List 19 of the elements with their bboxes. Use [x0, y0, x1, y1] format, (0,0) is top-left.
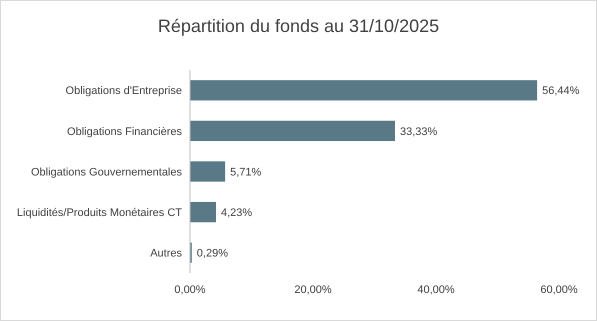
y-tick-label: Autres: [150, 248, 182, 260]
y-tick-label: Liquidités/Produits Monétaires CT: [16, 206, 182, 219]
x-tick-label: 60,00%: [540, 284, 578, 296]
data-label: 5,71%: [230, 166, 262, 178]
x-tick-label: 0,00%: [174, 284, 206, 296]
data-label: 56,44%: [542, 85, 580, 98]
x-tick-label: 40,00%: [417, 284, 455, 296]
bar: [190, 80, 538, 100]
bar: [190, 161, 226, 182]
y-tick-label: Obligations Financières: [67, 126, 182, 138]
data-label: 33,33%: [400, 126, 438, 138]
y-tick-label: Obligations d'Entreprise: [66, 85, 182, 98]
y-tick-label: Obligations Gouvernementales: [30, 166, 182, 178]
x-tick-label: 20,00%: [294, 284, 332, 296]
data-label: 4,23%: [221, 206, 252, 219]
chart-title: Répartition du fonds au 31/10/2025: [158, 16, 440, 36]
bar: [190, 202, 216, 222]
bar: [190, 120, 395, 142]
data-label: 0,29%: [196, 248, 228, 260]
